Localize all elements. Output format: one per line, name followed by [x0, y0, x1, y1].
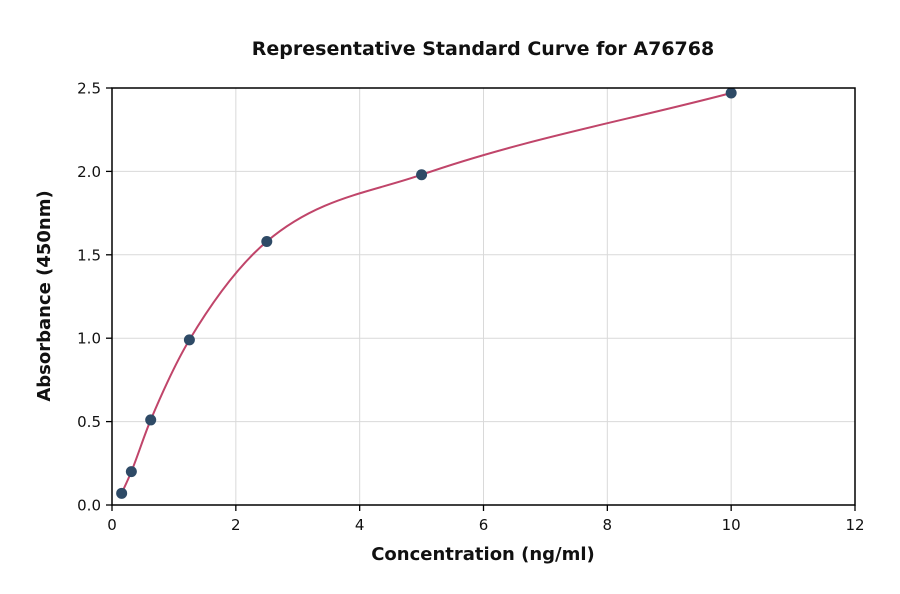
data-point: [183, 334, 195, 346]
chart-title: Representative Standard Curve for A76768: [252, 38, 714, 60]
y-tick-label: 1.5: [77, 246, 101, 264]
y-tick-label: 0.0: [77, 497, 101, 515]
data-point: [725, 87, 737, 99]
x-axis-label: Concentration (ng/ml): [371, 544, 595, 565]
x-tick-label: 12: [845, 516, 864, 534]
tick-marks: [106, 87, 856, 511]
y-tick-label: 2.0: [77, 163, 101, 181]
x-tick-label: 2: [231, 516, 241, 534]
fit-curve-line: [120, 92, 733, 495]
data-point: [261, 235, 273, 247]
x-tick-label: 4: [355, 516, 365, 534]
x-tick-label: 6: [479, 516, 489, 534]
x-tick-label: 8: [603, 516, 613, 534]
plot-border: [111, 87, 856, 506]
grid-lines: [112, 87, 856, 505]
data-point: [125, 466, 137, 478]
x-tick-label: 10: [722, 516, 741, 534]
x-tick-label: 0: [107, 516, 117, 534]
data-points: [116, 87, 737, 499]
y-tick-label: 2.5: [77, 80, 101, 98]
y-axis-label: Absorbance (450nm): [34, 190, 55, 401]
data-point: [145, 414, 157, 426]
y-tick-label: 0.5: [77, 413, 101, 431]
data-point: [416, 169, 428, 181]
tick-labels: 0 2 4 6 8 10 12 0.0 0.5 1.0 1.5 2.0 2.5: [77, 80, 864, 535]
data-point: [116, 487, 128, 499]
y-tick-label: 1.0: [77, 330, 101, 348]
